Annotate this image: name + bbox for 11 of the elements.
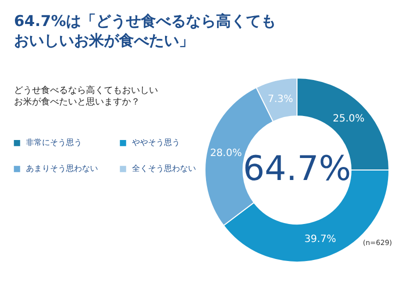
legend-label: 非常にそう思う (26, 138, 82, 148)
text: どうせ食べるなら高くてもおいしいお米が食べたいと思いますか？ (14, 85, 158, 108)
legend-label: ややそう思う (132, 138, 180, 148)
legend-label: 全くそう思わない (132, 164, 196, 173)
data-label: 25.0% (332, 113, 365, 124)
data-label: 39.7% (304, 234, 336, 246)
data-label: 28.0% (210, 148, 242, 160)
legend-label: あまりそう思わない (26, 164, 98, 173)
text: 64.7% (242, 149, 352, 189)
chart-title: 64.7%は「どうせ食べるなら高くてもおいしいお米が食べたい」 (14, 12, 276, 50)
data-label: 7.3% (268, 94, 294, 105)
